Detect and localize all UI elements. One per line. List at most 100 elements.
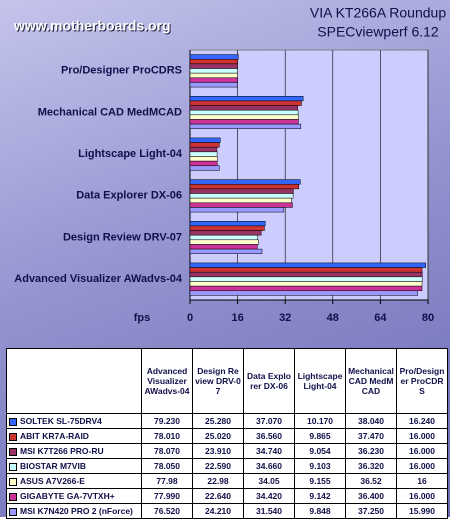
bar [189,248,263,255]
value-cell: 34.660 [243,458,295,474]
table-row: BIOSTAR M7VIB 78.050 22.590 34.660 9.103 36.3… [6,458,448,474]
value-cell: 36.560 [243,428,295,444]
value-cell: 16 [396,473,448,489]
column-header: Mechanical CAD MedMCAD [345,348,397,414]
bar [189,54,239,60]
bar [189,230,262,236]
bar [189,202,293,208]
value-cell: 9.054 [294,443,346,459]
x-tick-label: 32 [279,312,291,324]
bar [189,156,218,162]
value-cell: 16.000 [396,443,448,459]
bar [189,119,299,125]
bar [189,63,238,69]
value-cell: 36.320 [345,458,397,474]
value-cell: 78.050 [141,458,193,474]
legend-cell: ABIT KR7A-RAID [6,428,142,444]
x-tick-label: 48 [327,312,339,324]
value-cell: 15.990 [396,503,448,519]
legend-label: GIGABYTE GA-7VTXH+ [20,491,115,501]
value-cell: 25.020 [192,428,244,444]
bar [189,267,423,273]
column-header: Advanced Visualizer AWadvs-04 [141,348,193,414]
table-row: SOLTEK SL-75DRV4 79.230 25.280 37.070 10.170… [6,413,448,429]
value-cell: 16.000 [396,428,448,444]
value-cell: 76.520 [141,503,193,519]
value-cell: 34.420 [243,488,295,504]
bar [189,225,265,231]
chart-subtitle: SPECviewperf 6.12 [317,24,439,40]
bar [189,146,218,153]
watermark: www.motherboards.org [13,18,171,34]
column-header: Data Explorer DX-06 [243,348,295,414]
bar [189,68,238,74]
column-header: Design Review DRV-07 [192,348,244,414]
value-cell: 9.865 [294,428,346,444]
bar [189,82,238,88]
bar [189,188,294,194]
value-cell: 9.103 [294,458,346,474]
table-row: MSI K7T266 PRO-RU 78.070 23.910 34.740 9.054… [6,443,448,459]
bar [189,290,418,296]
value-cell: 78.070 [141,443,193,459]
bar [189,183,300,190]
bar [189,234,258,241]
x-tick-label: 0 [187,312,193,324]
category-label: Lightscape Light-04 [78,148,183,160]
watermark-shadow: www.motherboards.org [14,19,172,35]
value-cell: 16.000 [396,488,448,504]
value-cell: 36.400 [345,488,397,504]
value-cell: 37.070 [243,413,295,429]
bar [189,142,220,148]
legend-cell: SOLTEK SL-75DRV4 [6,413,142,429]
x-axis-label: fps [134,312,151,324]
value-cell: 22.98 [192,473,244,489]
legend-swatch [9,417,17,426]
legend-label: MSI K7N420 PRO 2 (nForce) [20,506,133,516]
data-table: Advanced Visualizer AWadvs-04 Design Revi… [6,348,448,519]
legend-cell: BIOSTAR M7VIB [6,458,142,474]
value-cell: 79.230 [141,413,193,429]
bar [189,221,266,227]
bar [189,276,423,282]
bar [189,239,259,245]
bar [189,72,238,79]
legend-swatch [9,492,17,501]
legend-label: ABIT KR7A-RAID [20,431,89,441]
table-row: ABIT KR7A-RAID 78.010 25.020 36.560 9.865 37.… [6,428,448,444]
chart: www.motherboards.org www.motherboards.or… [13,5,446,324]
category-label: Design Review DRV-07 [63,231,182,243]
bar [189,96,304,102]
bar [189,179,301,185]
category-label: Pro/Designer ProCDRS [61,65,182,77]
column-header: Lightscape Light-04 [294,348,346,414]
plot-area [189,49,429,301]
table-body: SOLTEK SL-75DRV4 79.230 25.280 37.070 10.170… [6,413,448,519]
bar [189,281,423,287]
value-cell: 34.05 [243,473,295,489]
bar [189,271,423,278]
value-cell: 36.230 [345,443,397,459]
value-cell: 22.590 [192,458,244,474]
bar [189,151,218,157]
x-tick-label: 16 [231,312,243,324]
legend-cell: MSI K7N420 PRO 2 (nForce) [6,503,142,519]
bar [189,114,299,120]
table-header: Advanced Visualizer AWadvs-04 Design Revi… [6,348,448,414]
value-cell: 10.170 [294,413,346,429]
value-cell: 9.155 [294,473,346,489]
bar [189,100,302,106]
value-cell: 31.540 [243,503,295,519]
value-cell: 37.470 [345,428,397,444]
value-cell: 9.142 [294,488,346,504]
value-cell: 78.010 [141,428,193,444]
value-cell: 37.250 [345,503,397,519]
bar [189,193,294,199]
bar [189,105,299,111]
value-cell: 77.990 [141,488,193,504]
legend-label: SOLTEK SL-75DRV4 [20,416,102,426]
bar [189,244,258,250]
legend-swatch [9,447,17,456]
category-label: Advanced Visualizer AWadvs-04 [14,273,183,285]
bar [189,262,426,268]
